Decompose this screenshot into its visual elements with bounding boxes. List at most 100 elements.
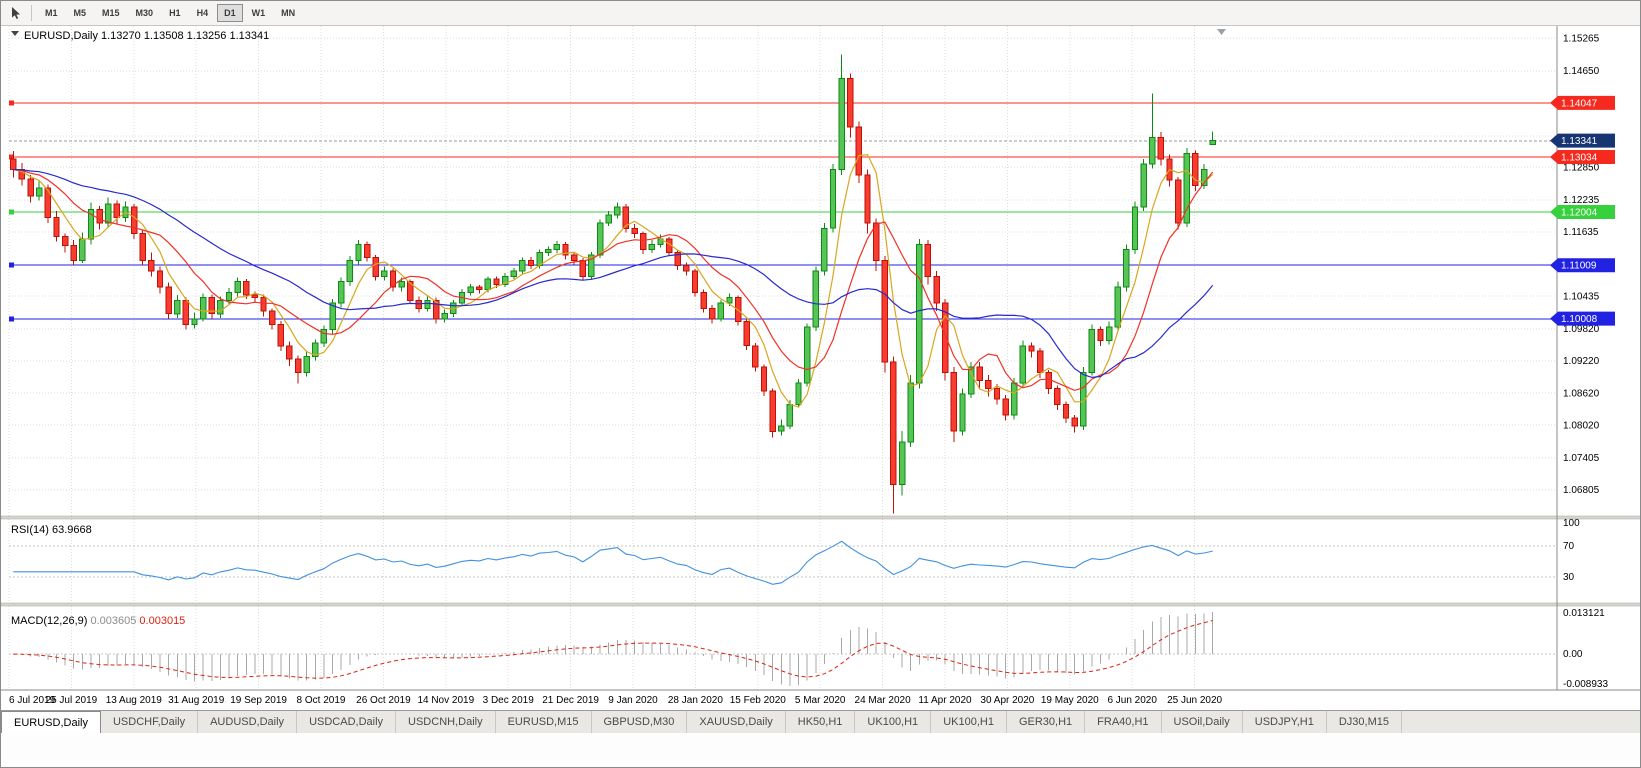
rsi-panel: RSI(14) 63.9668 100 70 30 bbox=[9, 518, 1580, 585]
timeframe-button-M1[interactable]: M1 bbox=[38, 4, 65, 22]
price-axis-label: 1.06805 bbox=[1563, 485, 1600, 496]
ma-10-line bbox=[13, 168, 1214, 392]
rsi-axis-label: 30 bbox=[1563, 572, 1575, 583]
timeframe-button-M5[interactable]: M5 bbox=[67, 4, 94, 22]
price-axis: 1.15265 1.14650 1.12850 1.12235 1.11635 1.104… bbox=[1563, 33, 1600, 496]
timeframe-button-H4[interactable]: H4 bbox=[190, 4, 216, 22]
date-label: 28 Jan 2020 bbox=[668, 695, 723, 706]
timeframe-button-M30[interactable]: M30 bbox=[129, 4, 161, 22]
macd-label: MACD(12,26,9) 0.003605 0.003015 bbox=[11, 615, 185, 627]
date-label: 21 Dec 2019 bbox=[542, 695, 599, 706]
hline-marker[interactable] bbox=[9, 316, 14, 322]
horizontal-lines bbox=[9, 100, 1557, 322]
macd-axis-zero: 0.00 bbox=[1563, 649, 1583, 660]
chart-tab-USDCNH-Daily[interactable]: USDCNH,Daily bbox=[396, 711, 496, 733]
date-label: 26 Oct 2019 bbox=[356, 695, 411, 706]
date-label: 15 Feb 2020 bbox=[730, 695, 787, 706]
date-label: 9 Jan 2020 bbox=[608, 695, 658, 706]
chart-tab-AUDUSD-Daily[interactable]: AUDUSD,Daily bbox=[198, 711, 298, 733]
date-label: 5 Mar 2020 bbox=[795, 695, 846, 706]
chart-tab-UK100-H1[interactable]: UK100,H1 bbox=[931, 711, 1007, 733]
chart-canvas[interactable]: EURUSD,Daily 1.13270 1.13508 1.13256 1.1… bbox=[1, 26, 1641, 710]
chart-tab-GBPUSD-M30[interactable]: GBPUSD,M30 bbox=[592, 711, 688, 733]
cursor-icon[interactable] bbox=[6, 3, 26, 23]
macd-signal-line bbox=[13, 620, 1213, 679]
price-axis-label: 1.12850 bbox=[1563, 162, 1600, 173]
svg-text:1.10008: 1.10008 bbox=[1561, 314, 1598, 325]
rsi-label: RSI(14) 63.9668 bbox=[11, 524, 92, 536]
chart-tab-USDCAD-Daily[interactable]: USDCAD,Daily bbox=[297, 711, 397, 733]
date-label: 8 Oct 2019 bbox=[297, 695, 346, 706]
chart-title: EURUSD,Daily 1.13270 1.13508 1.13256 1.1… bbox=[24, 30, 269, 42]
hline-marker[interactable] bbox=[9, 100, 14, 106]
rsi-line bbox=[13, 540, 1213, 585]
price-badge-1.11009[interactable]: 1.11009 bbox=[1550, 258, 1615, 273]
price-badge-1.12004[interactable]: 1.12004 bbox=[1550, 205, 1615, 219]
price-axis-label: 1.14650 bbox=[1563, 66, 1600, 77]
date-label: 19 May 2020 bbox=[1041, 695, 1099, 706]
bid-price-badge[interactable]: 1.13341 bbox=[1550, 133, 1615, 148]
date-label: 13 Aug 2019 bbox=[106, 695, 163, 706]
ma-5-line bbox=[13, 153, 1214, 408]
price-axis-label: 1.09820 bbox=[1563, 324, 1600, 335]
panel-separator[interactable] bbox=[1, 602, 1641, 607]
chart-tab-FRA40-H1[interactable]: FRA40,H1 bbox=[1085, 711, 1162, 733]
timeframe-button-D1[interactable]: D1 bbox=[217, 4, 243, 22]
price-badge-1.14047[interactable]: 1.14047 bbox=[1550, 95, 1615, 110]
date-label: 30 Apr 2020 bbox=[980, 695, 1034, 706]
svg-text:1.12004: 1.12004 bbox=[1561, 208, 1598, 219]
toolbar-separator bbox=[31, 5, 32, 21]
status-area bbox=[1, 733, 1640, 767]
chart-tab-XAUUSD-Daily[interactable]: XAUUSD,Daily bbox=[687, 711, 786, 733]
macd-axis-bottom: -0.008933 bbox=[1563, 679, 1608, 690]
date-label: 24 Mar 2020 bbox=[855, 695, 912, 706]
price-axis-label: 1.11635 bbox=[1563, 227, 1599, 238]
chart-symbol-dropdown-icon[interactable] bbox=[11, 31, 19, 36]
chart-tab-bar: EURUSD,Daily USDCHF,Daily AUDUSD,Daily USDC… bbox=[1, 710, 1640, 733]
timeframe-button-M15[interactable]: M15 bbox=[95, 4, 127, 22]
price-badge-1.10008[interactable]: 1.10008 bbox=[1550, 311, 1615, 326]
timeframe-button-H1[interactable]: H1 bbox=[162, 4, 188, 22]
timeframe-button-MN[interactable]: MN bbox=[274, 4, 302, 22]
price-axis-label: 1.07405 bbox=[1563, 453, 1600, 464]
date-label: 31 Aug 2019 bbox=[168, 695, 225, 706]
timeframe-button-W1[interactable]: W1 bbox=[245, 4, 273, 22]
svg-text:1.14047: 1.14047 bbox=[1561, 98, 1598, 109]
rsi-axis-label: 100 bbox=[1563, 518, 1580, 529]
hline-marker[interactable] bbox=[9, 154, 14, 160]
macd-panel: MACD(12,26,9) 0.003605 0.003015 0.013121 0… bbox=[9, 608, 1608, 690]
price-axis-label: 1.12235 bbox=[1563, 195, 1600, 206]
hline-marker[interactable] bbox=[9, 262, 14, 268]
date-label: 19 Sep 2019 bbox=[230, 695, 287, 706]
date-label: 14 Nov 2019 bbox=[417, 695, 474, 706]
price-axis-label: 1.08620 bbox=[1563, 388, 1600, 399]
ma-25-line bbox=[13, 168, 1214, 379]
price-badge-1.13034[interactable]: 1.13034 bbox=[1550, 150, 1615, 164]
gridlines bbox=[8, 26, 1557, 690]
date-label: 11 Apr 2020 bbox=[918, 695, 972, 706]
date-label: 6 Jun 2020 bbox=[1107, 695, 1157, 706]
chart-tab-GER30-H1[interactable]: GER30,H1 bbox=[1007, 711, 1086, 733]
chart-shift-marker[interactable] bbox=[1217, 29, 1226, 35]
macd-axis-top: 0.013121 bbox=[1563, 608, 1605, 619]
chart-tab-EURUSD-Daily[interactable]: EURUSD,Daily bbox=[1, 711, 101, 733]
chart-tab-USOil-Daily[interactable]: USOil,Daily bbox=[1162, 711, 1243, 733]
chart-tab-DJ30-M15[interactable]: DJ30,M15 bbox=[1327, 711, 1402, 733]
price-axis-label: 1.15265 bbox=[1563, 33, 1600, 44]
chart-tab-USDJPY-H1[interactable]: USDJPY,H1 bbox=[1243, 711, 1327, 733]
price-axis-label: 1.10435 bbox=[1563, 291, 1600, 302]
chart-tab-UK100-H1[interactable]: UK100,H1 bbox=[855, 711, 932, 733]
chart-tab-EURUSD-M15[interactable]: EURUSD,M15 bbox=[496, 711, 592, 733]
panel-separator[interactable] bbox=[1, 515, 1641, 520]
date-label: 25 Jun 2020 bbox=[1167, 695, 1222, 706]
hline-marker[interactable] bbox=[9, 209, 14, 215]
date-label: 25 Jul 2019 bbox=[46, 695, 98, 706]
chart-tab-HK50-H1[interactable]: HK50,H1 bbox=[786, 711, 856, 733]
svg-text:1.11009: 1.11009 bbox=[1561, 261, 1597, 272]
chart-tab-USDCHF-Daily[interactable]: USDCHF,Daily bbox=[101, 711, 199, 733]
price-axis-label: 1.09220 bbox=[1563, 356, 1600, 367]
date-label: 6 Jul 2019 bbox=[9, 695, 56, 706]
candlestick-series bbox=[10, 54, 1216, 514]
